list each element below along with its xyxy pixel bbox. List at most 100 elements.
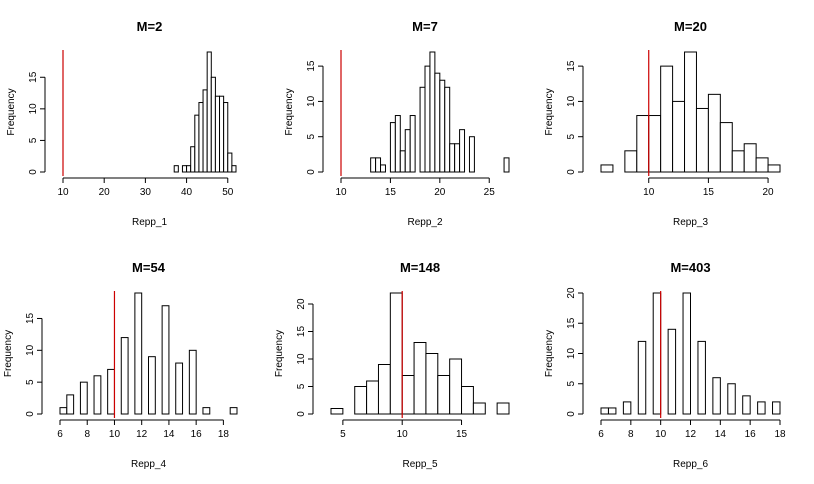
- x-tick-label: 50: [222, 187, 234, 198]
- histogram-panel-2: M=7 10 15 20 25 0 5 10 15 Repp_2 Frequency: [284, 19, 510, 228]
- histogram-bar: [437, 375, 451, 415]
- histogram-bar: [767, 164, 781, 173]
- histogram-bar: [449, 143, 456, 173]
- chart-title: M=148: [400, 260, 440, 275]
- histogram-bar: [695, 107, 709, 173]
- x-tick-label: 10: [643, 187, 655, 198]
- histogram-bar: [210, 76, 216, 173]
- histogram-bar: [496, 402, 510, 415]
- y-tick-label: 0: [566, 411, 577, 417]
- histogram-panel-5: M=148 5 10 15 0 5 10 15 20 Repp_5 Frequency: [274, 260, 510, 470]
- x-axis-label: Repp_5: [402, 459, 437, 470]
- histogram-bar: [375, 157, 382, 173]
- histogram-bar: [134, 292, 143, 415]
- chart-title: M=2: [137, 19, 163, 34]
- histogram-bar: [120, 337, 129, 415]
- histogram-bar: [755, 157, 769, 173]
- histogram-bar: [413, 342, 427, 415]
- x-tick-label: 18: [774, 429, 786, 440]
- y-tick-label: 0: [306, 169, 317, 175]
- histogram-bar: [425, 353, 439, 415]
- histogram-bar: [409, 115, 416, 173]
- y-tick-label: 10: [296, 353, 307, 365]
- x-tick-label: 10: [655, 429, 667, 440]
- y-tick-label: 10: [306, 95, 317, 107]
- histogram-bar: [380, 164, 386, 173]
- x-tick-label: 18: [218, 429, 230, 440]
- x-tick-label: 15: [456, 429, 468, 440]
- x-tick-label: 15: [703, 187, 715, 198]
- x-tick-label: 6: [57, 429, 63, 440]
- histogram-bar: [742, 395, 751, 415]
- x-axis-label: Repp_2: [407, 217, 442, 228]
- y-tick-label: 15: [28, 71, 39, 83]
- histogram-bar: [637, 340, 647, 415]
- histogram-bar: [202, 407, 211, 415]
- histogram-bar: [468, 136, 475, 173]
- histogram-bar: [206, 51, 212, 173]
- histogram-bar: [707, 93, 721, 173]
- y-tick-label: 15: [296, 326, 307, 338]
- histogram-bar: [727, 383, 736, 415]
- histogram-bar: [394, 115, 401, 173]
- histogram-bar: [389, 292, 403, 415]
- x-tick-label: 15: [385, 187, 397, 198]
- x-tick-label: 12: [136, 429, 148, 440]
- histogram-panel-4: M=54 6 8 10 12 14 16 18 0 5 10 15 Repp_4 Frequency: [3, 260, 238, 470]
- histogram-bar: [404, 129, 411, 173]
- histogram-bar: [648, 115, 662, 173]
- y-tick-label: 5: [28, 137, 39, 143]
- y-tick-label: 0: [28, 169, 39, 175]
- x-tick-label: 40: [181, 187, 193, 198]
- y-tick-label: 0: [566, 169, 577, 175]
- histogram-bar: [59, 407, 68, 415]
- histogram-bar: [660, 65, 674, 173]
- y-tick-label: 10: [28, 103, 39, 115]
- histogram-bar: [186, 165, 192, 173]
- x-tick-label: 8: [84, 429, 90, 440]
- histogram-bar: [214, 95, 221, 173]
- histogram-bar: [231, 165, 237, 173]
- x-tick-label: 25: [484, 187, 496, 198]
- y-axis-label: Frequency: [3, 330, 14, 377]
- x-tick-label: 10: [397, 429, 409, 440]
- y-axis-label: Frequency: [544, 88, 555, 135]
- chart-title: M=7: [412, 19, 438, 34]
- chart-title: M=20: [674, 19, 707, 34]
- x-tick-label: 14: [715, 429, 727, 440]
- histogram-bar: [229, 407, 238, 415]
- x-tick-label: 20: [763, 187, 775, 198]
- histogram-bar: [461, 386, 474, 415]
- histogram-bar: [190, 146, 196, 173]
- histogram-bar: [429, 51, 436, 173]
- x-tick-label: 10: [57, 187, 69, 198]
- histogram-bar: [503, 157, 510, 173]
- histogram-bar: [227, 152, 233, 173]
- histogram-bar: [624, 150, 638, 173]
- y-tick-label: 0: [25, 411, 36, 417]
- histogram-bar: [161, 305, 170, 415]
- histogram-bar: [454, 143, 461, 173]
- y-tick-label: 5: [25, 379, 36, 385]
- histogram-bar: [600, 164, 614, 173]
- y-tick-label: 20: [296, 298, 307, 310]
- histogram-bar: [377, 364, 391, 415]
- histogram-bar: [399, 150, 406, 173]
- y-tick-label: 5: [566, 133, 577, 139]
- histogram-bar: [636, 115, 650, 173]
- histogram-bar: [198, 102, 204, 173]
- histogram-bar: [202, 89, 208, 173]
- y-tick-label: 0: [296, 411, 307, 417]
- histogram-bar: [444, 86, 451, 173]
- chart-title: M=403: [670, 260, 710, 275]
- y-tick-label: 15: [306, 60, 317, 72]
- histogram-bar: [772, 401, 781, 415]
- y-tick-label: 5: [296, 383, 307, 389]
- histogram-bar: [472, 402, 486, 415]
- x-tick-label: 20: [99, 187, 111, 198]
- histogram-bar: [439, 79, 446, 173]
- histogram-bar: [223, 102, 229, 173]
- y-axis-label: Frequency: [274, 330, 285, 377]
- x-tick-label: 30: [140, 187, 152, 198]
